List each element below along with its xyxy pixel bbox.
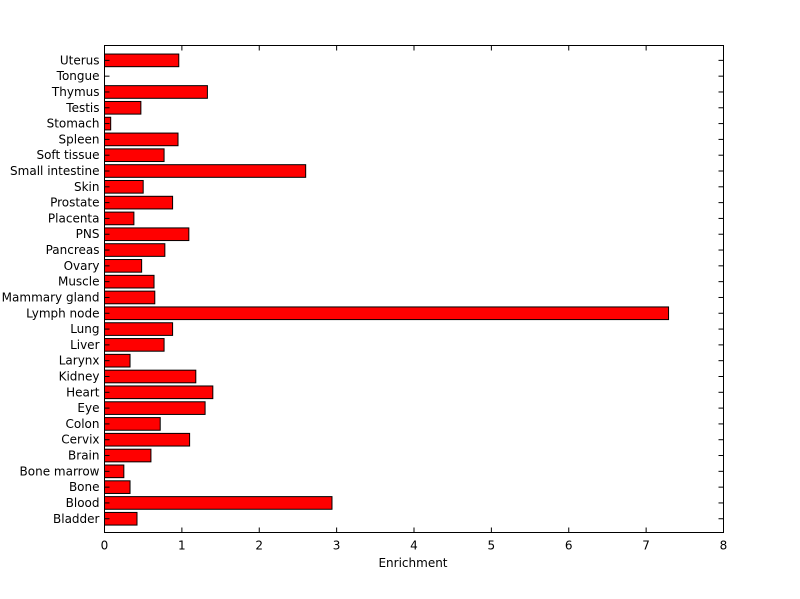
x-tick-label-3: 3	[333, 539, 341, 553]
x-tick-label-2: 2	[255, 539, 263, 553]
bar-kidney	[104, 369, 197, 384]
y-tick-label-colon: Colon	[65, 417, 99, 431]
bar-cervix	[104, 432, 191, 447]
bar-soft-tissue	[104, 148, 165, 163]
x-tick-label-6: 6	[565, 539, 573, 553]
y-tick-label-eye: Eye	[77, 401, 99, 415]
y-tick-label-cervix: Cervix	[61, 433, 99, 447]
y-tick-label-bone: Bone	[69, 480, 100, 494]
bar-lung	[104, 322, 174, 336]
y-tick-label-pancreas: Pancreas	[46, 243, 100, 257]
bar-group	[104, 53, 670, 526]
plot-frame	[104, 45, 724, 533]
y-tick-label-prostate: Prostate	[50, 196, 99, 210]
y-tick-label-brain: Brain	[68, 449, 99, 463]
bar-uterus	[104, 53, 180, 68]
bar-spleen	[104, 132, 179, 147]
bar-blood	[104, 496, 333, 510]
bar-pns	[104, 227, 190, 242]
bar-ovary	[104, 259, 143, 273]
bar-prostate	[104, 195, 174, 210]
y-tick-label-pns: PNS	[76, 227, 100, 241]
bar-small-intestine	[104, 164, 307, 178]
y-tick-label-mammary-gland: Mammary gland	[2, 290, 100, 304]
bar-eye	[104, 401, 206, 415]
bar-heart	[104, 385, 214, 400]
y-tick-label-tongue: Tongue	[56, 69, 100, 83]
y-tick-label-uterus: Uterus	[60, 53, 100, 67]
bar-muscle	[104, 274, 155, 289]
y-tick-label-larynx: Larynx	[59, 354, 100, 368]
x-tick-label-8: 8	[720, 539, 728, 553]
bar-colon	[104, 417, 161, 431]
y-tick-label-bladder: Bladder	[53, 512, 100, 526]
y-tick-label-thymus: Thymus	[51, 85, 100, 99]
x-tick-label-4: 4	[410, 539, 418, 553]
bar-skin	[104, 179, 144, 194]
y-tick-label-skin: Skin	[74, 180, 100, 194]
x-tick-label-5: 5	[488, 539, 496, 553]
y-tick-label-liver: Liver	[70, 338, 100, 352]
y-tick-label-muscle: Muscle	[58, 275, 100, 289]
y-tick-label-soft-tissue: Soft tissue	[36, 148, 99, 162]
y-tick-label-heart: Heart	[66, 385, 100, 399]
y-tick-label-ovary: Ovary	[64, 259, 100, 273]
y-tick-label-lymph-node: Lymph node	[26, 306, 99, 320]
y-tick-label-bone-marrow: Bone marrow	[20, 464, 100, 478]
bar-mammary-gland	[104, 290, 156, 305]
bar-testis	[104, 100, 142, 115]
y-tick-label-small-intestine: Small intestine	[10, 164, 99, 178]
y-tick-label-kidney: Kidney	[59, 369, 100, 383]
bar-liver	[104, 338, 165, 352]
y-tick-label-lung: Lung	[70, 322, 99, 336]
x-axis-ticks: 0 1 2 3 4 5 6 7 8	[101, 45, 728, 553]
y-tick-label-testis: Testis	[65, 101, 99, 115]
y-tick-label-stomach: Stomach	[47, 117, 100, 131]
bar-lymph-node	[104, 306, 670, 321]
x-tick-label-1: 1	[178, 539, 186, 553]
y-tick-label-blood: Blood	[66, 496, 100, 510]
x-axis-title: Enrichment	[378, 556, 447, 570]
bar-thymus	[104, 85, 208, 99]
x-tick-label-0: 0	[101, 539, 109, 553]
x-tick-label-7: 7	[642, 539, 650, 553]
bar-brain	[104, 448, 152, 463]
y-tick-label-placenta: Placenta	[48, 211, 100, 225]
y-tick-label-spleen: Spleen	[59, 132, 100, 146]
bar-pancreas	[104, 243, 166, 257]
